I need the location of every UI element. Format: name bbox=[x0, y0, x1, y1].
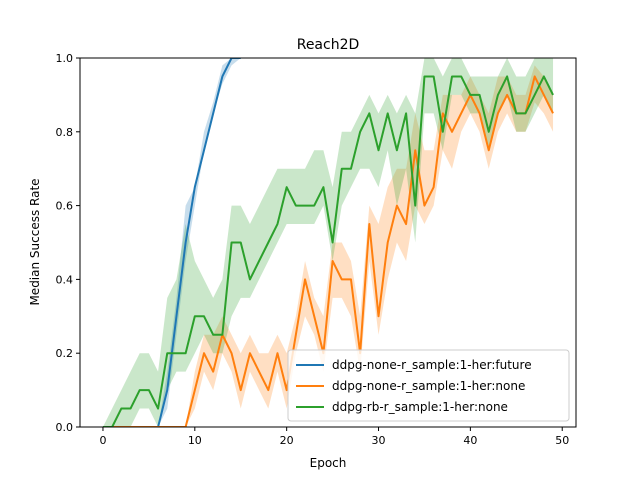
legend-box bbox=[287, 349, 570, 422]
y-tick-label: 0.4 bbox=[56, 273, 74, 286]
y-tick-label: 1.0 bbox=[56, 52, 74, 65]
y-axis-label: Median Success Rate bbox=[28, 178, 42, 305]
line-series-2 bbox=[102, 75, 554, 427]
band-series-2 bbox=[102, 65, 554, 427]
series-lines bbox=[102, 58, 554, 427]
x-axis-label: Epoch bbox=[310, 456, 347, 470]
x-tick-label: 20 bbox=[280, 434, 294, 447]
y-tick-label: 0.0 bbox=[56, 421, 74, 434]
chart-title: Reach2D bbox=[297, 37, 360, 53]
x-tick-label: 0 bbox=[99, 434, 106, 447]
x-tick-label: 50 bbox=[555, 434, 569, 447]
legend: ddpg-none-r_sample:1-her:future ddpg-none… bbox=[287, 349, 570, 422]
x-axis-ticks: 0 10 20 30 40 50 bbox=[99, 427, 569, 447]
legend-label-1: ddpg-none-r_sample:1-her:future bbox=[332, 358, 532, 372]
legend-label-2: ddpg-none-r_sample:1-her:none bbox=[332, 379, 525, 393]
legend-label-3: ddpg-rb-r_sample:1-her:none bbox=[332, 400, 508, 414]
x-tick-label: 30 bbox=[372, 434, 386, 447]
x-tick-label: 40 bbox=[463, 434, 477, 447]
plot-frame bbox=[79, 57, 577, 428]
line-series-3 bbox=[102, 75, 554, 427]
y-tick-label: 0.8 bbox=[56, 126, 74, 139]
x-tick-label: 10 bbox=[188, 434, 202, 447]
y-tick-label: 0.2 bbox=[56, 347, 74, 360]
y-tick-label: 0.6 bbox=[56, 200, 74, 213]
y-axis-ticks: 0.0 0.2 0.4 0.6 0.8 1.0 bbox=[56, 52, 80, 434]
